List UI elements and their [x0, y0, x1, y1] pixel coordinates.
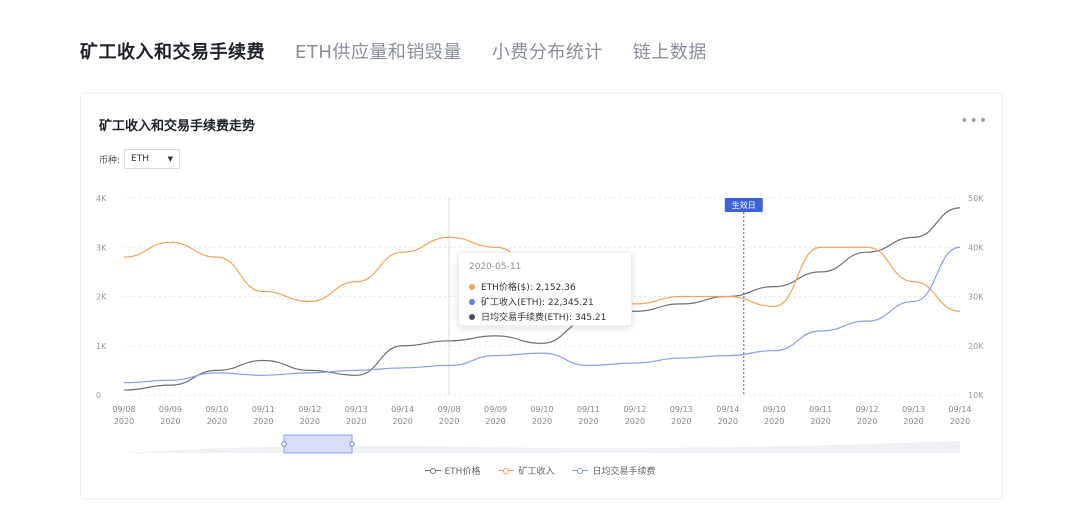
x-tick-label: 2020	[160, 417, 180, 426]
x-tick-label: 2020	[346, 417, 366, 426]
x-tick-label: 09/10	[205, 405, 228, 414]
x-tick-label: 09/10	[530, 405, 553, 414]
x-tick-label: 09/14	[391, 405, 414, 414]
x-tick-label: 09/13	[345, 405, 368, 414]
x-tick-label: 09/12	[856, 405, 879, 414]
zoom-handle[interactable]	[281, 441, 287, 447]
chart-tooltip: 2020-05-11 ETH价格($): 2,152.36 矿工收入(ETH):…	[458, 252, 632, 326]
tab-eth-supply-burn[interactable]: ETH供应量和销毁量	[295, 42, 462, 63]
tooltip-text: ETH价格($): 2,152.36	[481, 283, 576, 293]
x-tick-label: 09/08	[438, 405, 461, 414]
y-right-tick-label: 20K	[968, 342, 984, 351]
orange-dot-icon	[469, 283, 475, 290]
line-circle-icon	[424, 467, 441, 475]
tooltip-text: 矿工收入(ETH): 22,345.21	[481, 298, 594, 308]
x-tick-label: 2020	[392, 417, 412, 426]
y-right-tick-label: 10K	[968, 391, 984, 400]
tooltip-row-price: ETH价格($): 2,152.36	[469, 280, 576, 293]
legend-label: 日均交易手续费	[592, 467, 656, 477]
effective-date-flag	[724, 198, 763, 212]
x-tick-label: 09/13	[670, 405, 693, 414]
x-tick-label: 2020	[857, 417, 877, 426]
tooltip-text: 日均交易手续费(ETH): 345.21	[481, 313, 607, 323]
zoom-handle[interactable]	[349, 441, 355, 447]
y-right-tick-label: 50K	[968, 194, 984, 203]
series-line-2	[123, 246, 961, 384]
tab-onchain-data[interactable]: 链上数据	[632, 42, 707, 63]
coin-select-value: ETH	[131, 154, 149, 164]
y-left-tick-label: 0	[96, 391, 101, 400]
x-tick-label: 09/08	[112, 405, 135, 414]
x-tick-label: 2020	[764, 417, 784, 426]
x-tick-label: 09/11	[577, 405, 600, 414]
x-tick-label: 2020	[903, 417, 923, 426]
chart-title: 矿工收入和交易手续费走势	[99, 119, 256, 134]
y-right-tick-label: 40K	[968, 243, 984, 252]
x-tick-label: 09/12	[298, 405, 321, 414]
coin-select[interactable]: ETH ▼	[124, 149, 181, 169]
x-tick-label: 09/13	[902, 405, 925, 414]
x-tick-label: 2020	[532, 417, 552, 426]
x-tick-label: 2020	[950, 417, 970, 426]
x-tick-label: 09/12	[623, 405, 646, 414]
x-tick-label: 09/09	[159, 405, 182, 414]
x-tick-label: 09/09	[484, 405, 507, 414]
x-tick-label: 09/11	[252, 405, 275, 414]
more-dots-icon[interactable]: •••	[960, 113, 988, 129]
x-tick-label: 2020	[718, 417, 738, 426]
series-line-0	[123, 207, 961, 391]
x-tick-label: 2020	[810, 417, 830, 426]
line-circle-icon	[572, 467, 589, 475]
tab-bar: 矿工收入和交易手续费 ETH供应量和销毁量 小费分布统计 链上数据	[80, 38, 707, 64]
x-tick-label: 2020	[114, 417, 134, 426]
y-left-tick-label: 3K	[96, 243, 107, 252]
x-tick-label: 2020	[625, 417, 645, 426]
x-tick-label: 09/10	[763, 405, 786, 414]
tooltip-row-fee: 日均交易手续费(ETH): 345.21	[469, 310, 606, 323]
x-tick-label: 2020	[253, 417, 273, 426]
dark-dot-icon	[469, 313, 475, 320]
x-tick-label: 09/14	[948, 405, 971, 414]
x-tick-label: 2020	[300, 417, 320, 426]
y-left-tick-label: 4K	[96, 194, 107, 203]
line-circle-icon	[498, 467, 515, 475]
x-tick-label: 2020	[439, 417, 459, 426]
blue-dot-icon	[469, 298, 475, 305]
x-tick-label: 2020	[207, 417, 227, 426]
x-tick-label: 2020	[578, 417, 598, 426]
tab-tip-distribution[interactable]: 小费分布统计	[491, 42, 603, 63]
legend-item-fee[interactable]: 日均交易手续费	[572, 464, 655, 477]
legend-label: 矿工收入	[518, 467, 555, 477]
x-tick-label: 09/11	[809, 405, 832, 414]
effective-date-label: 生效日	[732, 200, 756, 210]
line-chart[interactable]: 0 10K 1K 20K 2K 30K 3K 40K 4K 50K 09/08 2020 09/09 20…	[80, 185, 1000, 465]
y-left-tick-label: 2K	[96, 293, 107, 302]
x-tick-label: 2020	[671, 417, 691, 426]
chart-legend: ETH价格 矿工收入 日均交易手续费	[0, 464, 1080, 477]
tab-miner-income[interactable]: 矿工收入和交易手续费	[80, 42, 265, 63]
tooltip-date: 2020-05-11	[469, 262, 522, 272]
y-left-tick-label: 1K	[96, 342, 107, 351]
x-tick-label: 2020	[485, 417, 505, 426]
tooltip-row-income: 矿工收入(ETH): 22,345.21	[469, 295, 594, 308]
coin-filter: 币种: ETH ▼	[99, 149, 181, 169]
legend-item-income[interactable]: 矿工收入	[498, 464, 554, 477]
zoom-selection[interactable]	[283, 434, 353, 454]
coin-label: 币种:	[99, 155, 121, 166]
caret-down-icon: ▼	[167, 155, 174, 163]
legend-label: ETH价格	[444, 467, 481, 477]
x-tick-label: 09/14	[716, 405, 739, 414]
zoom-track-preview	[124, 441, 960, 453]
y-right-tick-label: 30K	[968, 293, 984, 302]
legend-item-price[interactable]: ETH价格	[424, 464, 481, 477]
